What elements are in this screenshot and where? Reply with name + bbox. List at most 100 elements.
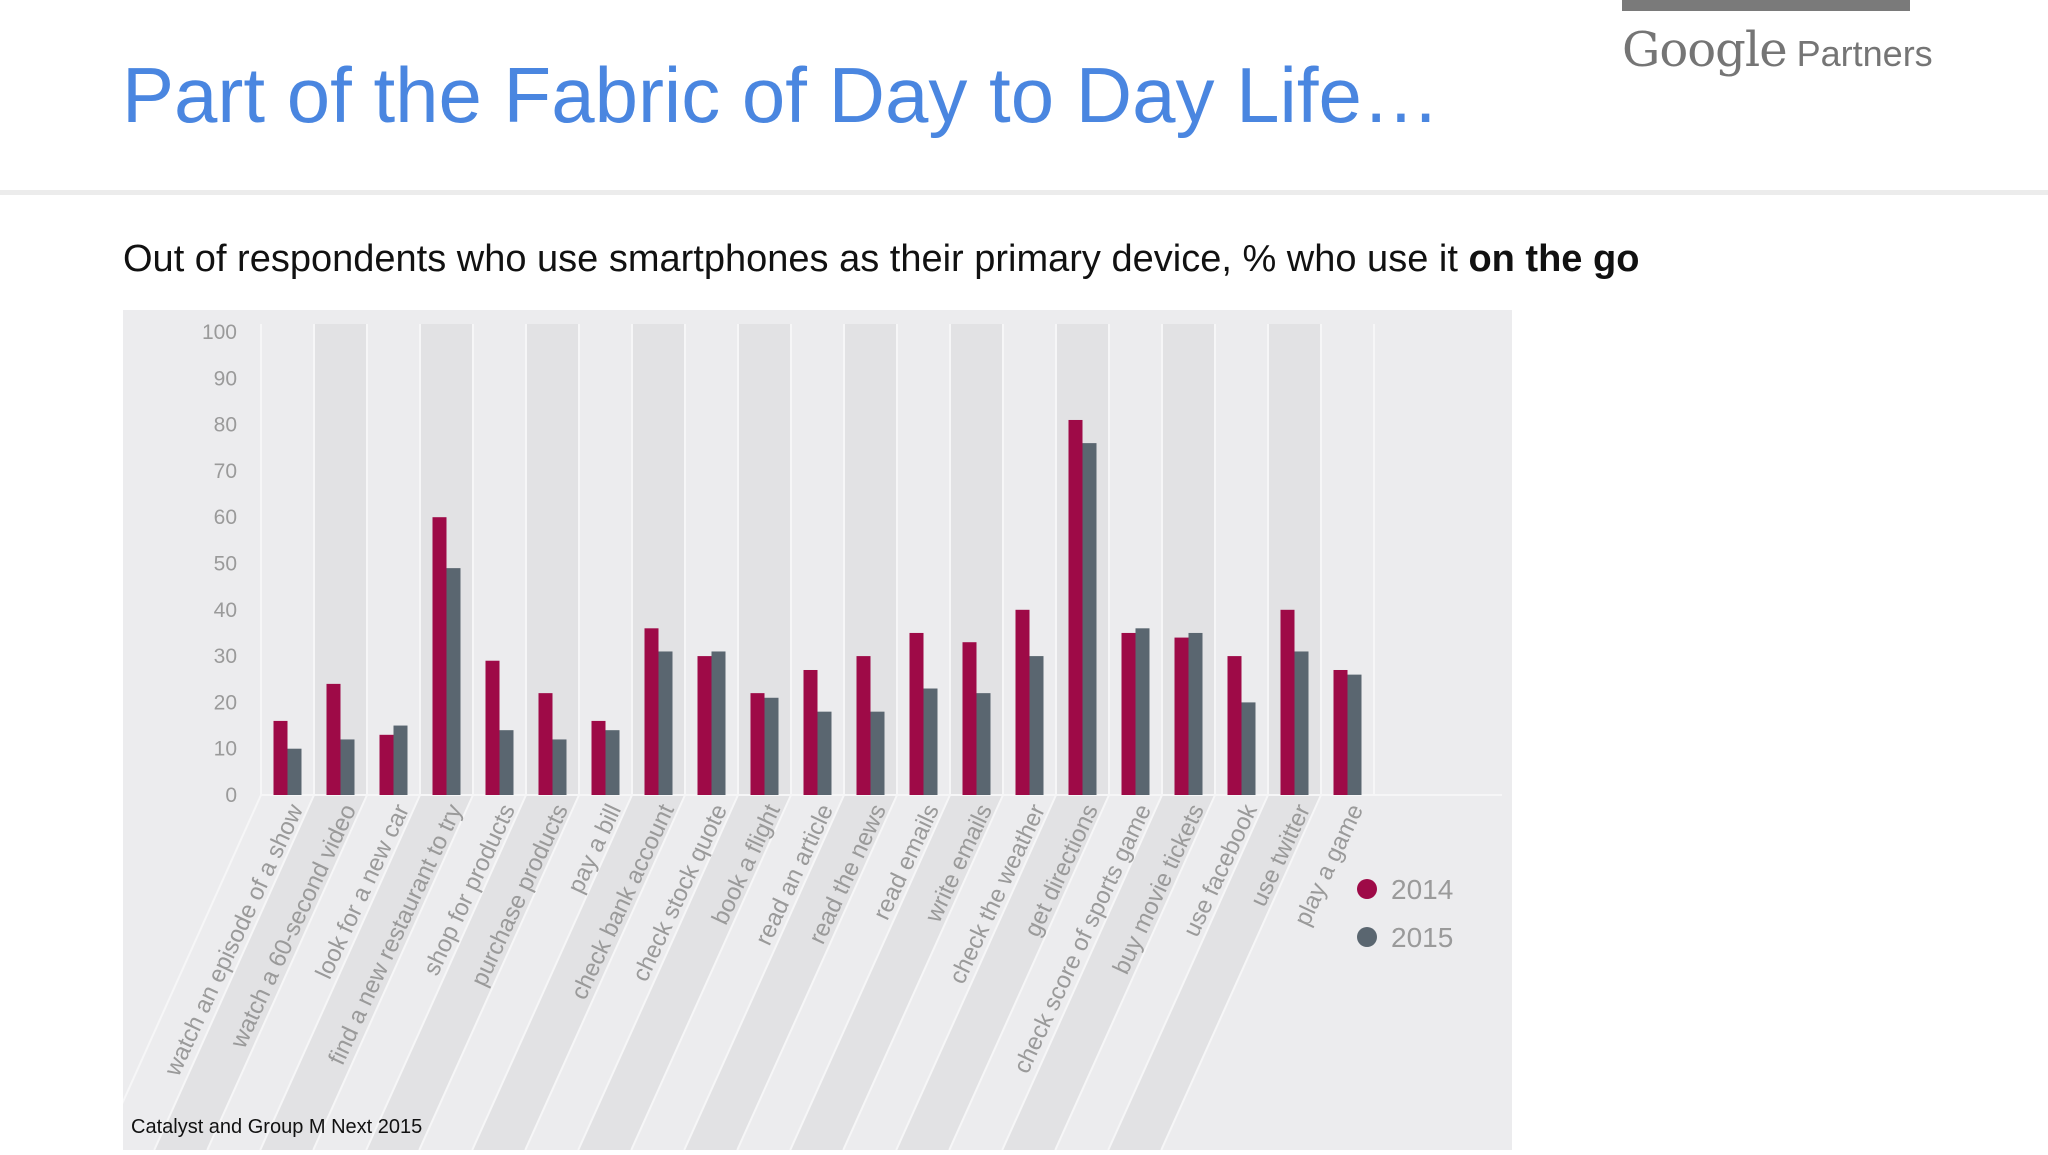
y-tick-label: 90 (214, 367, 237, 390)
y-tick-label: 70 (214, 460, 237, 483)
category-band-slant (1055, 795, 1268, 1150)
category-band-slant (843, 795, 1056, 1150)
logo-suffix: Partners (1796, 33, 1933, 74)
y-tick-label: 10 (214, 738, 237, 761)
category-band-slant (631, 795, 844, 1150)
bar-2014 (485, 660, 500, 795)
bar-2014 (1227, 656, 1242, 795)
slide-header (0, 0, 2048, 190)
subtitle-emphasis: on the go (1468, 238, 1640, 280)
band-separator-slant (683, 794, 845, 1151)
legend-label-2014: 2014 (1391, 874, 1453, 905)
category-band-slant (737, 795, 950, 1150)
band-separator-slant (577, 794, 739, 1151)
bar-2015 (1135, 628, 1150, 795)
legend-marker-2015 (1357, 927, 1377, 947)
bar-2014 (1174, 637, 1189, 795)
bar-2014 (1121, 632, 1136, 795)
category-band-slant (949, 795, 1162, 1150)
band-separator-slant (630, 794, 792, 1151)
y-tick-label: 50 (214, 553, 237, 576)
subtitle-text: Out of respondents who use smartphones a… (123, 238, 1469, 280)
header-divider (0, 190, 2048, 195)
category-band-slant (472, 795, 685, 1150)
bar-2014 (1333, 669, 1348, 795)
band-separator-slant (206, 794, 368, 1151)
band-separator-slant (1054, 794, 1216, 1151)
category-band (579, 324, 632, 795)
category-band (367, 324, 420, 795)
category-band-slant (207, 795, 420, 1150)
category-band-slant (260, 795, 473, 1150)
category-bands (100, 324, 1375, 1151)
band-separator-slant (948, 794, 1110, 1151)
bar-2014 (538, 693, 553, 795)
y-tick-label: 0 (225, 784, 237, 807)
bar-2014 (1280, 609, 1295, 795)
bar-2014 (909, 632, 924, 795)
y-tick-label: 60 (214, 506, 237, 529)
bar-2014 (803, 669, 818, 795)
bar-2014 (1068, 419, 1083, 795)
logo-word: Google (1622, 22, 1788, 78)
band-separator-slant (312, 794, 474, 1151)
bar-2014 (591, 720, 606, 795)
bar-2015 (923, 688, 938, 795)
bar-2015 (817, 711, 832, 795)
y-tick-label: 20 (214, 691, 237, 714)
band-separator-slant (1001, 794, 1163, 1151)
bar-2015 (764, 697, 779, 795)
category-band-slant (313, 795, 526, 1150)
category-band-slant (578, 795, 791, 1150)
slide-title: Part of the Fabric of Day to Day Life… (122, 51, 1440, 139)
y-tick-label: 80 (214, 414, 237, 437)
category-band-slant (684, 795, 897, 1150)
bar-2014 (1015, 609, 1030, 795)
category-band-slant (896, 795, 1109, 1150)
band-separator-slant (153, 794, 315, 1151)
bar-2015 (605, 730, 620, 795)
bar-2014 (697, 656, 712, 795)
category-band-slant (790, 795, 1003, 1150)
bar-2015 (711, 651, 726, 795)
band-separator-slant (895, 794, 1057, 1151)
category-band-slant (366, 795, 579, 1150)
bar-2014 (750, 693, 765, 795)
bar-2015 (658, 651, 673, 795)
source-note: Catalyst and Group M Next 2015 (131, 1116, 423, 1138)
y-tick-label: 40 (214, 599, 237, 622)
bar-2015 (1241, 702, 1256, 795)
bar-2015 (287, 748, 302, 795)
category-band-slant (1002, 795, 1215, 1150)
band-separator-slant (365, 794, 527, 1151)
bar-2015 (552, 739, 567, 795)
chart-container: 0 10 20 30 40 50 60 70 80 90 100 watch an episode o… (100, 310, 1512, 1151)
bar-2015 (1029, 656, 1044, 795)
category-band-slant (1108, 795, 1321, 1150)
bar-2014 (432, 517, 447, 795)
legend-label-2015: 2015 (1391, 922, 1453, 953)
bar-2015 (1294, 651, 1309, 795)
band-separator-slant (524, 794, 686, 1151)
band-separator-slant (789, 794, 951, 1151)
category-band-slant (101, 795, 314, 1150)
bar-2015 (340, 739, 355, 795)
bar-2014 (644, 628, 659, 795)
bar-2015 (393, 725, 408, 795)
category-band-slant (154, 795, 367, 1150)
y-axis: 0 10 20 30 40 50 60 70 80 90 100 (202, 321, 237, 807)
band-separator-slant (736, 794, 898, 1151)
band-separator-slant (259, 794, 421, 1151)
band-separator-slant (1160, 794, 1322, 1151)
slide-subtitle: Out of respondents who use smartphones a… (123, 238, 1639, 281)
bar-2015 (1347, 674, 1362, 795)
band-separator-slant (100, 794, 262, 1151)
bar-2014 (273, 720, 288, 795)
y-tick-label: 30 (214, 645, 237, 668)
legend: 2014 2015 (1357, 874, 1453, 953)
bar-2015 (499, 730, 514, 795)
category-band-slant (419, 795, 632, 1150)
category-band (261, 324, 314, 795)
band-separator-slant (842, 794, 1004, 1151)
